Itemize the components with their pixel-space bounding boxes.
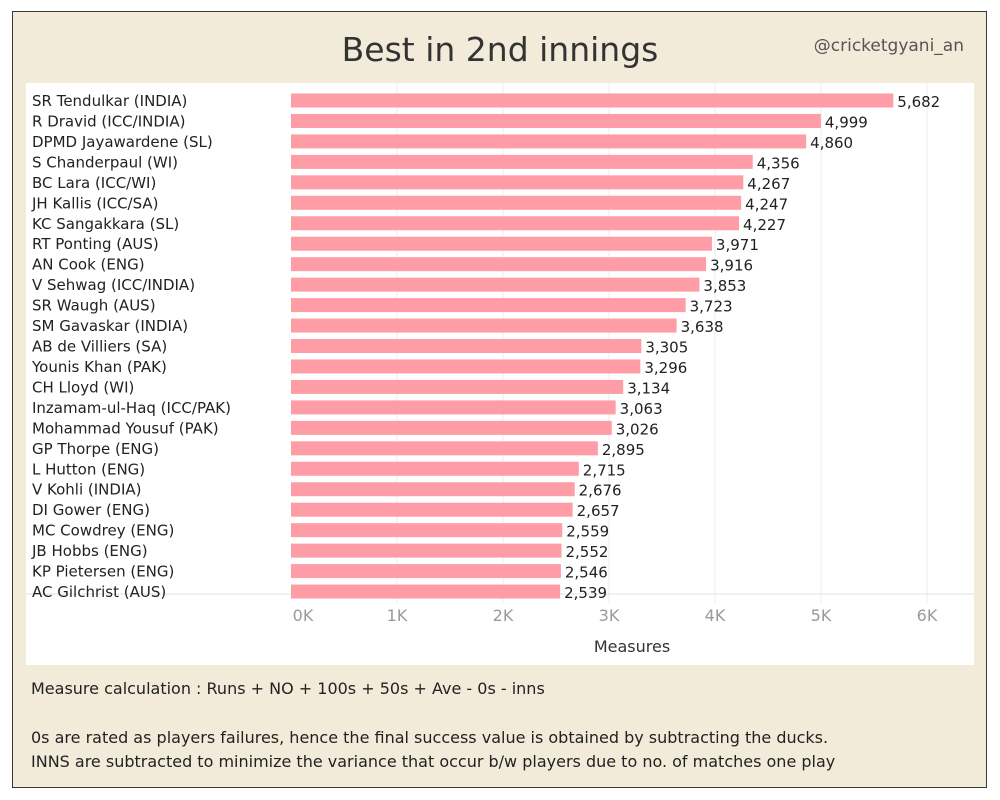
x-tick-label: 3K <box>599 606 620 625</box>
bar <box>291 461 579 476</box>
bar <box>291 298 686 313</box>
bar <box>291 175 744 190</box>
author-handle: @cricketgyani_an <box>813 36 964 56</box>
category-label: Mohammad Yousuf (PAK) <box>32 419 219 437</box>
x-tick-label: 0K <box>293 606 314 625</box>
bar <box>291 379 624 394</box>
value-label: 4,227 <box>743 216 786 234</box>
value-label: 3,063 <box>620 400 663 418</box>
value-label: 4,247 <box>745 195 788 213</box>
category-label: L Hutton (ENG) <box>32 460 145 478</box>
x-tick-label: 2K <box>493 606 514 625</box>
bar <box>291 482 575 497</box>
category-label: Inzamam-ul-Haq (ICC/PAK) <box>32 399 231 417</box>
bar <box>291 277 700 292</box>
value-label: 3,134 <box>627 379 670 397</box>
value-label: 2,539 <box>564 584 607 602</box>
x-tick-label: 5K <box>811 606 832 625</box>
value-label: 2,559 <box>566 523 609 541</box>
bar <box>291 236 712 251</box>
category-label: DPMD Jayawardene (SL) <box>32 133 213 151</box>
category-label: Younis Khan (PAK) <box>31 358 167 376</box>
value-label: 4,999 <box>825 113 868 131</box>
bar-chart: SR Tendulkar (INDIA) 5,682 R Dravid (ICC/I… <box>26 83 974 656</box>
value-label: 3,296 <box>644 359 687 377</box>
bar <box>291 584 561 599</box>
category-label: V Kohli (INDIA) <box>32 481 142 499</box>
value-label: 4,267 <box>747 175 790 193</box>
measure-calculation-note: Measure calculation : Runs + NO + 100s +… <box>31 679 545 698</box>
category-label: JH Kallis (ICC/SA) <box>31 194 159 212</box>
category-label: CH Lloyd (WI) <box>32 378 134 396</box>
category-label: MC Cowdrey (ENG) <box>32 522 174 540</box>
bar <box>291 523 563 538</box>
category-label: SM Gavaskar (INDIA) <box>32 317 188 335</box>
ducks-note: 0s are rated as players failures, hence … <box>31 728 829 747</box>
value-label: 2,546 <box>565 564 608 582</box>
x-tick-label: 6K <box>917 606 938 625</box>
category-label: SR Waugh (AUS) <box>32 297 156 315</box>
category-label: AB de Villiers (SA) <box>32 338 167 356</box>
bar <box>291 502 573 517</box>
x-tick-label: 1K <box>387 606 408 625</box>
category-label: BC Lara (ICC/WI) <box>32 174 156 192</box>
value-label: 3,916 <box>710 257 753 275</box>
value-label: 3,723 <box>690 298 733 316</box>
bar <box>291 257 707 272</box>
innings-note: INNS are subtracted to minimize the vari… <box>31 752 836 771</box>
value-label: 2,715 <box>583 461 626 479</box>
value-label: 3,638 <box>681 318 724 336</box>
chart-title: Best in 2nd innings <box>341 30 659 69</box>
bar <box>291 154 753 169</box>
category-label: JB Hobbs (ENG) <box>31 542 148 560</box>
value-label: 3,305 <box>645 339 688 357</box>
category-label: GP Thorpe (ENG) <box>32 440 159 458</box>
bar <box>291 400 616 415</box>
value-label: 2,895 <box>602 441 645 459</box>
bar <box>291 420 612 435</box>
value-label: 4,356 <box>757 154 800 172</box>
value-label: 2,552 <box>566 543 609 561</box>
bar <box>291 318 677 333</box>
value-label: 4,860 <box>810 134 853 152</box>
bar <box>291 441 598 456</box>
bar <box>291 564 561 579</box>
bar <box>291 93 894 108</box>
value-label: 2,676 <box>579 482 622 500</box>
bar <box>291 195 742 210</box>
category-label: AN Cook (ENG) <box>32 256 145 274</box>
plot-area: SR Tendulkar (INDIA) 5,682 R Dravid (ICC/I… <box>26 83 974 665</box>
bar <box>291 543 562 558</box>
category-label: DI Gower (ENG) <box>32 501 150 519</box>
category-label: R Dravid (ICC/INDIA) <box>32 112 185 130</box>
bar <box>291 339 642 354</box>
category-label: AC Gilchrist (AUS) <box>32 583 166 601</box>
bar <box>291 359 641 374</box>
bar <box>291 134 807 149</box>
x-axis-title: Measures <box>594 637 670 656</box>
value-label: 2,657 <box>577 502 620 520</box>
category-label: KP Pietersen (ENG) <box>32 563 174 581</box>
value-label: 3,853 <box>703 277 746 295</box>
bar <box>291 113 821 128</box>
category-label: S Chanderpaul (WI) <box>32 153 178 171</box>
x-tick-label: 4K <box>705 606 726 625</box>
value-label: 5,682 <box>897 93 940 111</box>
category-label: RT Ponting (AUS) <box>32 235 159 253</box>
value-label: 3,026 <box>616 420 659 438</box>
category-label: KC Sangakkara (SL) <box>32 215 179 233</box>
value-label: 3,971 <box>716 236 759 254</box>
category-label: V Sehwag (ICC/INDIA) <box>32 276 195 294</box>
category-label: SR Tendulkar (INDIA) <box>32 92 187 110</box>
bar <box>291 216 740 231</box>
